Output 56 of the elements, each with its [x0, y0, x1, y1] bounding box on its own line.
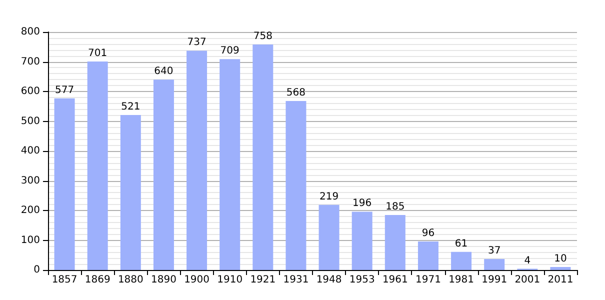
y-tick-label: 600 — [20, 86, 40, 97]
bar — [418, 241, 438, 270]
x-tick-label: 1890 — [150, 274, 176, 286]
x-tick-label: 1900 — [184, 274, 210, 286]
data-label: 219 — [319, 191, 339, 202]
bar — [484, 258, 505, 270]
x-tick-label: 1948 — [316, 274, 342, 286]
data-label: 96 — [422, 228, 435, 239]
x-tick-label: 2011 — [548, 274, 574, 286]
x-tick-label: 1961 — [382, 274, 408, 286]
data-label: 37 — [488, 245, 501, 256]
bar — [550, 267, 571, 270]
x-tick-label: 1857 — [52, 274, 78, 286]
y-tick-label: 100 — [20, 234, 40, 246]
y-tick-label: 800 — [20, 26, 40, 38]
bar — [384, 214, 406, 270]
data-label: 4 — [524, 255, 531, 266]
bar — [54, 98, 75, 270]
x-tick-label: 1921 — [250, 274, 276, 286]
data-label: 709 — [220, 46, 240, 57]
data-label: 196 — [352, 198, 372, 210]
bar — [120, 115, 141, 270]
data-label: 185 — [386, 201, 405, 212]
data-label: 10 — [554, 254, 567, 265]
x-tick-label: 1880 — [118, 274, 144, 286]
x-tick-label: 1981 — [448, 274, 474, 286]
x-tick-label: 1910 — [217, 274, 243, 286]
bar — [186, 50, 208, 270]
data-label: 568 — [286, 88, 306, 99]
y-tick-label: 200 — [20, 205, 40, 216]
y-tick-label: 700 — [20, 56, 40, 68]
bar — [352, 212, 372, 270]
bar — [220, 59, 240, 270]
bar — [252, 44, 274, 270]
data-label: 577 — [54, 84, 74, 96]
bar — [451, 252, 472, 270]
bar — [286, 101, 306, 270]
x-tick-label: 1931 — [283, 274, 309, 286]
data-label: 61 — [454, 238, 468, 250]
bar — [153, 80, 174, 270]
y-tick-label: 0 — [34, 264, 40, 276]
bar — [87, 61, 108, 270]
data-label: 521 — [121, 102, 140, 113]
data-label: 737 — [187, 37, 206, 48]
x-tick-label: 1869 — [84, 274, 110, 286]
x-tick-label: 1971 — [415, 274, 441, 286]
bar — [318, 204, 340, 270]
y-tick-label: 400 — [20, 146, 40, 156]
data-label: 758 — [253, 30, 272, 42]
x-tick-label: 2001 — [514, 274, 540, 286]
x-tick-label: 1991 — [482, 274, 508, 286]
data-label: 701 — [88, 48, 108, 59]
y-tick-label: 500 — [20, 116, 40, 127]
x-tick-label: 1953 — [349, 274, 375, 286]
data-label: 640 — [154, 66, 174, 78]
y-tick-label: 300 — [20, 175, 40, 186]
